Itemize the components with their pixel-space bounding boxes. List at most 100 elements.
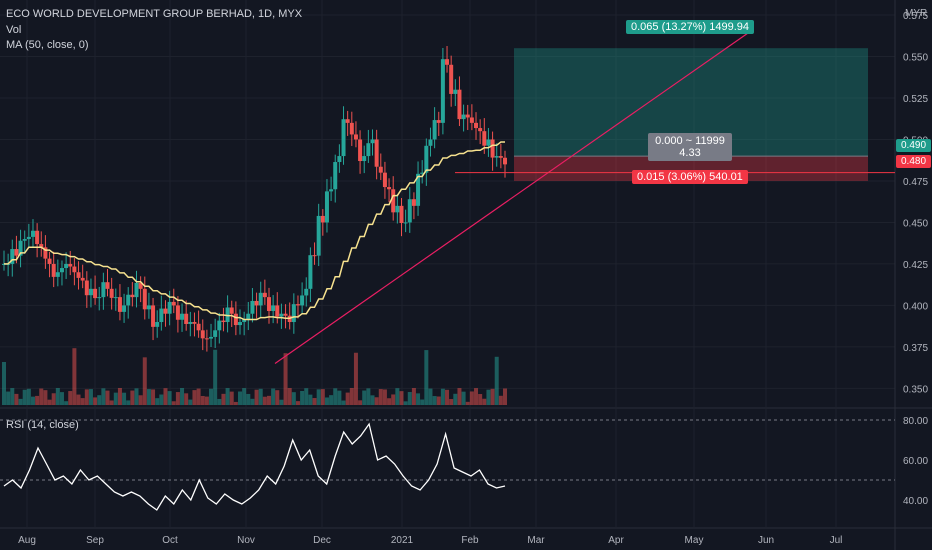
candle-body [341,119,346,157]
candle-body [445,59,450,65]
candle-body [113,297,118,299]
candle-body [420,172,425,174]
volume-bar [175,392,180,405]
candle-body [370,139,375,144]
candle-body [395,205,400,213]
volume-bar [490,388,495,405]
candle-body [345,119,350,123]
volume-bar [200,395,205,405]
volume-bar [88,389,93,405]
candle-body [378,166,383,173]
candle-body [43,247,48,259]
volume-legend[interactable]: Vol [6,24,22,36]
volume-bar [478,394,483,405]
time-tick: Jun [758,535,774,546]
candle-body [291,304,296,323]
volume-bar [503,388,507,405]
volume-bar [262,396,267,405]
volume-bar [295,401,300,405]
volume-bar [130,390,135,405]
volume-bar [353,352,358,405]
volume-bar [2,362,6,405]
candle-body [416,173,421,206]
volume-bar [126,400,131,405]
volume-bar [35,395,40,405]
candles [2,46,507,352]
volume-bar [196,388,201,405]
volume-bar [457,388,462,405]
volume-bar [97,395,102,405]
candle-body [300,295,305,306]
rsi-tick: 40.00 [903,496,928,507]
volume-bar [59,392,64,405]
candle-body [387,187,392,190]
rsi-tick: 80.00 [903,416,928,427]
volume-bar [283,353,288,405]
volume-bar [320,389,325,405]
candle-body [10,249,15,264]
volume-bar [362,390,367,405]
candle-body [490,139,495,158]
volume-bar [30,396,35,405]
volume-bar [494,356,499,405]
volume-bar [238,391,243,405]
volume-bar [358,400,363,405]
volume-bar [407,392,412,405]
candle-body [329,189,334,192]
candle-body [80,277,85,281]
candle-body [266,297,271,311]
candle-body [503,157,507,165]
volume-bar [474,388,479,405]
price-tick: 0.400 [903,301,928,312]
volume-bar [209,388,214,405]
stop-label: 0.015 (3.06%) 540.01 [632,170,748,184]
candle-body [316,215,321,256]
candle-body [349,122,354,135]
volume-bar [163,388,168,405]
candle-body [155,322,160,327]
candle-body [167,301,172,314]
volume-bar [324,397,329,405]
volume-bar [64,401,69,405]
candle-body [180,313,185,320]
volume-bar [411,388,416,405]
candle-body [18,240,23,256]
volume-bar [101,388,106,405]
candle-body [494,156,499,158]
time-tick: Mar [527,535,545,546]
volume-bar [287,388,292,405]
position-qty: 0.000 ~ 11999 [655,135,725,147]
rsi-legend[interactable]: RSI (14, close) [6,419,79,431]
volume-bar [345,392,350,405]
volume-bar [14,393,19,405]
candle-body [14,249,19,256]
candle-body [449,64,454,94]
candle-body [482,131,487,146]
ma-legend[interactable]: MA (50, close, 0) [6,39,89,51]
candle-body [117,297,122,312]
volume-bar [84,389,89,405]
volume-bar [279,399,284,405]
symbol-title[interactable]: ECO WORLD DEVELOPMENT GROUP BERHAD, 1D, … [6,8,303,20]
candle-body [440,59,445,123]
candle-body [254,300,259,306]
volume-bar [416,393,421,405]
volume-bar [180,388,185,405]
volume-bar [105,390,110,405]
ma50-path [4,141,505,321]
rsi-pane [0,419,895,511]
alert-price-tag: 0.480 [896,155,932,168]
candle-body [295,304,300,306]
volume-bar [192,390,197,405]
candle-body [428,139,433,146]
candle-body [93,288,98,299]
candle-body [200,330,205,339]
volume-bar [304,388,309,405]
volume-bar [378,389,383,405]
time-tick: 2021 [391,535,414,546]
volume-bar [291,392,296,405]
candle-body [498,156,503,158]
volume-bar [403,401,408,405]
target-label: 0.065 (13.27%) 1499.94 [626,20,755,34]
